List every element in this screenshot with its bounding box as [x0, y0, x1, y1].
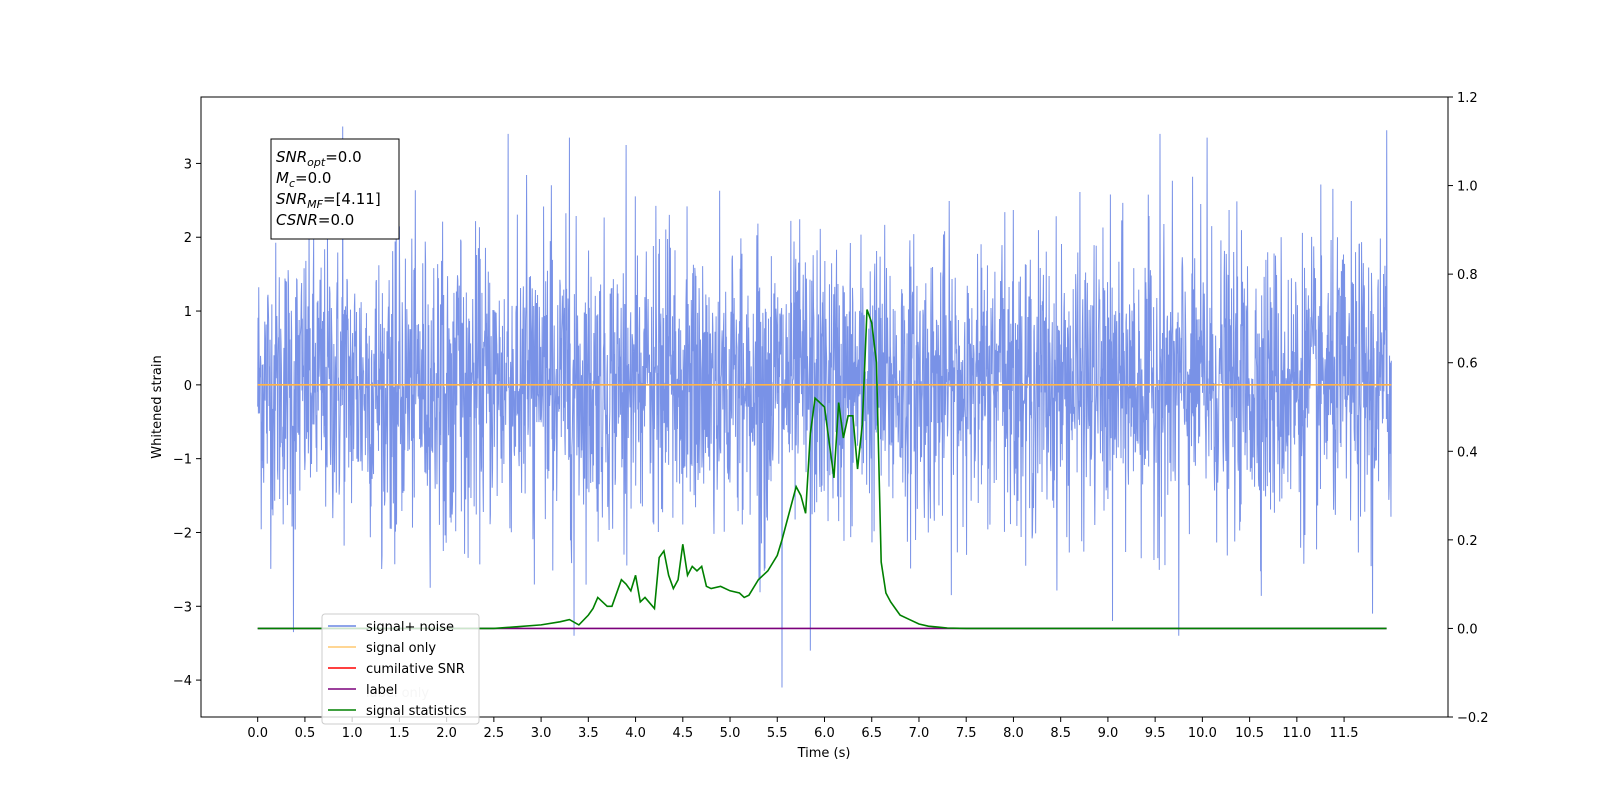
x-tick-label: 9.5 — [1145, 726, 1166, 741]
x-tick-label: 7.0 — [909, 726, 930, 741]
x-tick-label: 1.0 — [342, 726, 363, 741]
x-tick-label: 3.5 — [578, 726, 599, 741]
x-tick-label: 4.0 — [625, 726, 646, 741]
annotation-subscript: opt — [307, 156, 326, 169]
annotation-value: =0.0 — [318, 211, 354, 229]
annotation-symbol: SNR — [276, 190, 307, 208]
annotation-symbol: M — [276, 169, 289, 187]
y-left-tick-label: −4 — [173, 674, 192, 689]
x-tick-label: 6.0 — [814, 726, 835, 741]
annotation-subscript: c — [289, 177, 295, 190]
x-tick-label: 2.5 — [484, 726, 505, 741]
annotation-symbol: SNR — [276, 148, 307, 166]
y-left-tick-label: 3 — [184, 157, 192, 172]
legend-label: signal+ noise — [366, 620, 454, 635]
x-tick-label: 5.0 — [720, 726, 741, 741]
legend-label: label — [366, 683, 397, 698]
y-right-tick-label: 0.8 — [1457, 268, 1478, 283]
y-right-tick-label: 1.2 — [1457, 91, 1478, 106]
y-left-tick-label: −1 — [173, 453, 192, 468]
x-tick-label: 8.0 — [1003, 726, 1024, 741]
x-tick-label: 11.0 — [1282, 726, 1311, 741]
annotation-frame — [270, 138, 400, 240]
x-tick-label: 10.5 — [1235, 726, 1264, 741]
x-axis: 0.0 0.5 1.0 1.5 2.0 2.5 3.0 3.5 4.0 4.5 5.0 5.5 6.0 6… — [247, 717, 1359, 741]
legend-frame — [321, 613, 480, 725]
y-left-tick-label: 2 — [184, 231, 192, 246]
series-signal-noise-line — [257, 126, 1392, 688]
annotation-subscript: MF — [307, 198, 323, 211]
annotation-line: SNRMF=[4.11] — [276, 190, 381, 211]
y-left-tick-label: 0 — [184, 379, 192, 394]
x-tick-label: 0.0 — [247, 726, 268, 741]
x-tick-label: 7.5 — [956, 726, 977, 741]
y-left-tick-label: 1 — [184, 305, 192, 320]
x-tick-label: 6.5 — [861, 726, 882, 741]
y-right-tick-label: 0.4 — [1457, 445, 1478, 460]
annotation-line: CSNR=0.0 — [276, 211, 354, 229]
x-tick-label: 0.5 — [295, 726, 316, 741]
annotation-value: =[4.11] — [323, 190, 381, 208]
y-right-tick-label: 0.0 — [1457, 622, 1478, 637]
legend-label: cumilative SNR — [366, 662, 465, 677]
x-tick-label: 11.5 — [1330, 726, 1359, 741]
annotation-line: Mc=0.0 — [276, 169, 331, 190]
y-axis-right: −0.2 0.0 0.2 0.4 0.6 0.8 1.0 1.2 — [1448, 91, 1489, 726]
x-tick-label: 2.0 — [436, 726, 457, 741]
x-tick-label: 3.0 — [531, 726, 552, 741]
x-tick-label: 8.5 — [1050, 726, 1071, 741]
y-axis-left-label: Whitened strain — [150, 355, 165, 458]
x-tick-label: 1.5 — [389, 726, 410, 741]
x-tick-label: 10.0 — [1188, 726, 1217, 741]
annotation-symbol: CSNR — [276, 211, 318, 229]
annotation-value: =0.0 — [325, 148, 361, 166]
x-tick-label: 4.5 — [672, 726, 693, 741]
x-axis-label: Time (s) — [797, 746, 851, 761]
y-right-tick-label: 0.2 — [1457, 534, 1478, 549]
annotation-line: SNRopt=0.0 — [276, 148, 362, 169]
y-axis-left: −4 −3 −2 −1 0 1 2 3 — [173, 157, 201, 689]
y-right-tick-label: 1.0 — [1457, 180, 1478, 195]
legend-label: signal only — [366, 641, 436, 656]
y-left-tick-label: −2 — [173, 526, 192, 541]
legend-label: signal statistics — [366, 704, 467, 719]
y-right-tick-label: −0.2 — [1457, 711, 1489, 726]
x-tick-label: 5.5 — [767, 726, 788, 741]
y-left-tick-label: −3 — [173, 600, 192, 615]
x-tick-label: 9.0 — [1098, 726, 1119, 741]
annotation-value: =0.0 — [295, 169, 331, 187]
series-signal-statistics-line — [257, 309, 1387, 630]
y-right-tick-label: 0.6 — [1457, 357, 1478, 372]
